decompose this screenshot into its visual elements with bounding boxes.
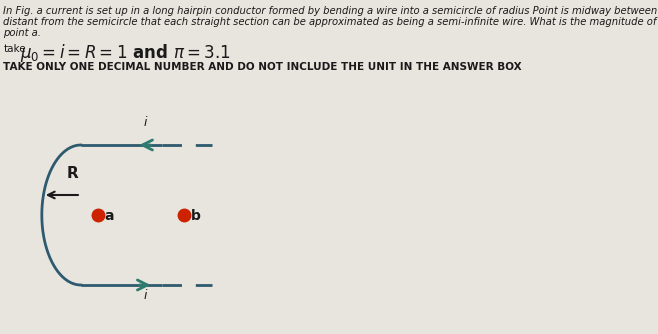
- Text: i: i: [143, 116, 147, 129]
- Text: In Fig. a current is set up in a long hairpin conductor formed by bending a wire: In Fig. a current is set up in a long ha…: [3, 6, 658, 16]
- Text: distant from the semicircle that each straight section can be approximated as be: distant from the semicircle that each st…: [3, 17, 658, 27]
- Text: point a.: point a.: [3, 28, 41, 38]
- Text: TAKE ONLY ONE DECIMAL NUMBER AND DO NOT INCLUDE THE UNIT IN THE ANSWER BOX: TAKE ONLY ONE DECIMAL NUMBER AND DO NOT …: [3, 62, 522, 72]
- Text: R: R: [66, 166, 78, 181]
- Text: b: b: [191, 209, 201, 223]
- Text: a: a: [104, 209, 114, 223]
- Text: $\mu_0 = i = R = 1$ and $\pi = 3.1$: $\mu_0 = i = R = 1$ and $\pi = 3.1$: [20, 42, 231, 64]
- Text: i: i: [143, 289, 147, 302]
- Text: take: take: [3, 44, 26, 54]
